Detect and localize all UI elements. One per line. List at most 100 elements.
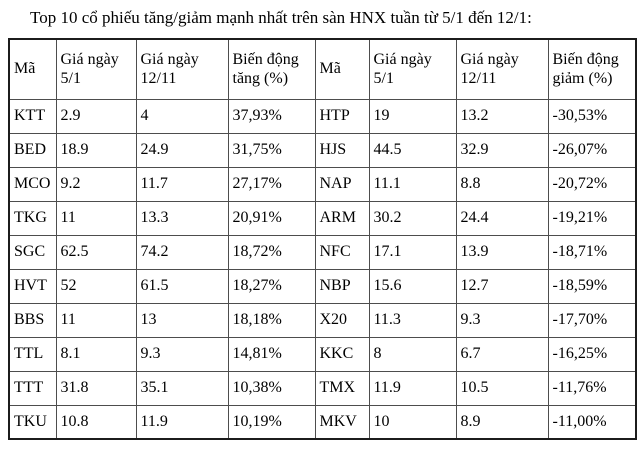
table-cell: 24.4 (455, 200, 549, 236)
table-cell-percent: -19,21% (547, 200, 637, 236)
table-cell: 17.1 (368, 234, 457, 270)
table-cell: 32.9 (455, 132, 549, 168)
table-cell: 11.9 (368, 370, 457, 406)
table-cell: 13 (135, 302, 229, 338)
column-header-price-5-1-gainers: Giá ngày 5/1 (55, 38, 137, 100)
table-cell: 4 (135, 98, 229, 134)
table-cell: 8.9 (455, 404, 549, 440)
table-cell: 11.7 (135, 166, 229, 202)
table-cell-ticker: BED (8, 132, 57, 168)
table-row: SGC 62.5 74.2 18,72% NFC 17.1 13.9 -18,7… (8, 234, 637, 270)
page: Top 10 cổ phiếu tăng/giảm mạnh nhất trên… (0, 6, 640, 440)
table-cell-ticker: NFC (314, 234, 370, 270)
table-cell-percent: 27,17% (227, 166, 316, 202)
table-cell: 35.1 (135, 370, 229, 406)
table-cell-ticker: NAP (314, 166, 370, 202)
table-row: HVT 52 61.5 18,27% NBP 15.6 12.7 -18,59% (8, 268, 637, 304)
table-cell: 9.3 (135, 336, 229, 372)
table-cell-percent: 10,38% (227, 370, 316, 406)
column-header-price-12-11-losers: Giá ngày 12/11 (455, 38, 549, 100)
table-cell-percent: -17,70% (547, 302, 637, 338)
table-cell-percent: 18,18% (227, 302, 316, 338)
table-cell-ticker: NBP (314, 268, 370, 304)
table-cell: 13.3 (135, 200, 229, 236)
column-header-change-down: Biến động giảm (%) (547, 38, 637, 100)
table-cell: 10.5 (455, 370, 549, 406)
table-cell: 13.9 (455, 234, 549, 270)
column-header-price-5-1-losers: Giá ngày 5/1 (368, 38, 457, 100)
table-cell: 8.1 (55, 336, 137, 372)
table-cell: 62.5 (55, 234, 137, 270)
table-row: KTT 2.9 4 37,93% HTP 19 13.2 -30,53% (8, 98, 637, 134)
column-header-change-up: Biến động tăng (%) (227, 38, 316, 100)
header-row: Mã Giá ngày 5/1 Giá ngày 12/11 Biến động… (8, 38, 637, 100)
table-cell: 15.6 (368, 268, 457, 304)
table-cell-ticker: KKC (314, 336, 370, 372)
table-row: TKU 10.8 11.9 10,19% MKV 10 8.9 -11,00% (8, 404, 637, 440)
table-cell-ticker: HVT (8, 268, 57, 304)
table-cell-percent: 31,75% (227, 132, 316, 168)
table-cell-ticker: BBS (8, 302, 57, 338)
table-cell-percent: 37,93% (227, 98, 316, 134)
column-header-price-12-11-gainers: Giá ngày 12/11 (135, 38, 229, 100)
table-cell-percent: -30,53% (547, 98, 637, 134)
table-cell-ticker: TTL (8, 336, 57, 372)
table-row: TKG 11 13.3 20,91% ARM 30.2 24.4 -19,21% (8, 200, 637, 236)
table-cell: 12.7 (455, 268, 549, 304)
table-cell: 11.3 (368, 302, 457, 338)
table-cell-ticker: TKU (8, 404, 57, 440)
table-cell: 13.2 (455, 98, 549, 134)
table-cell-ticker: TKG (8, 200, 57, 236)
table-cell-percent: 18,27% (227, 268, 316, 304)
table-cell-percent: -16,25% (547, 336, 637, 372)
table-cell: 10 (368, 404, 457, 440)
table-cell: 9.3 (455, 302, 549, 338)
table-cell: 9.2 (55, 166, 137, 202)
table-cell: 31.8 (55, 370, 137, 406)
table-cell: 11.9 (135, 404, 229, 440)
table-cell: 19 (368, 98, 457, 134)
table-cell: 61.5 (135, 268, 229, 304)
table-cell-ticker: HTP (314, 98, 370, 134)
table-cell-percent: -11,76% (547, 370, 637, 406)
table-cell: 44.5 (368, 132, 457, 168)
table-cell-ticker: TMX (314, 370, 370, 406)
table-cell-percent: -18,59% (547, 268, 637, 304)
table-cell: 2.9 (55, 98, 137, 134)
table-cell-percent: -26,07% (547, 132, 637, 168)
table-cell: 30.2 (368, 200, 457, 236)
table-cell-percent: 20,91% (227, 200, 316, 236)
stock-table: Mã Giá ngày 5/1 Giá ngày 12/11 Biến động… (8, 38, 637, 440)
table-cell: 18.9 (55, 132, 137, 168)
table-cell-percent: -11,00% (547, 404, 637, 440)
table-cell: 8.8 (455, 166, 549, 202)
table-cell-ticker: ARM (314, 200, 370, 236)
table-cell: 10.8 (55, 404, 137, 440)
table-cell: 11 (55, 200, 137, 236)
table-row: BED 18.9 24.9 31,75% HJS 44.5 32.9 -26,0… (8, 132, 637, 168)
table-cell-percent: 10,19% (227, 404, 316, 440)
table-cell-ticker: KTT (8, 98, 57, 134)
table-cell-ticker: TTT (8, 370, 57, 406)
table-cell-ticker: X20 (314, 302, 370, 338)
table-cell-ticker: MKV (314, 404, 370, 440)
table-row: BBS 11 13 18,18% X20 11.3 9.3 -17,70% (8, 302, 637, 338)
table-cell: 8 (368, 336, 457, 372)
table-cell: 24.9 (135, 132, 229, 168)
page-title: Top 10 cổ phiếu tăng/giảm mạnh nhất trên… (30, 8, 532, 27)
table-cell: 11.1 (368, 166, 457, 202)
table-row: TTT 31.8 35.1 10,38% TMX 11.9 10.5 -11,7… (8, 370, 637, 406)
column-header-ticker-losers: Mã (314, 38, 370, 100)
table-cell-percent: 18,72% (227, 234, 316, 270)
table-row: TTL 8.1 9.3 14,81% KKC 8 6.7 -16,25% (8, 336, 637, 372)
table-cell: 6.7 (455, 336, 549, 372)
column-header-ticker-gainers: Mã (8, 38, 57, 100)
table-row: MCO 9.2 11.7 27,17% NAP 11.1 8.8 -20,72% (8, 166, 637, 202)
table-cell-percent: 14,81% (227, 336, 316, 372)
table-cell: 11 (55, 302, 137, 338)
table-cell: 52 (55, 268, 137, 304)
table-cell-percent: -18,71% (547, 234, 637, 270)
table-cell-ticker: MCO (8, 166, 57, 202)
table-cell-ticker: HJS (314, 132, 370, 168)
table-cell: 74.2 (135, 234, 229, 270)
